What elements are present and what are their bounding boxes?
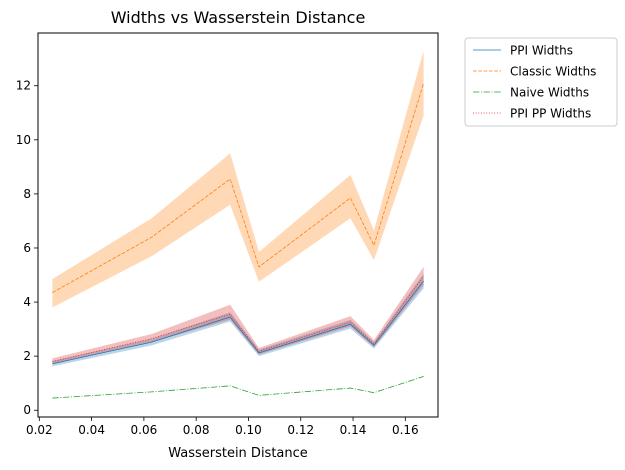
ppi-pp-widths-band <box>52 266 424 365</box>
x-tick-label: 0.16 <box>392 423 419 437</box>
y-tick-label: 8 <box>23 187 31 201</box>
x-tick-label: 0.02 <box>26 423 53 437</box>
y-tick-label: 0 <box>23 403 31 417</box>
legend: PPI Widths Classic Widths Naive Widths PPI … <box>464 37 618 127</box>
legend-label-classic-widths: Classic Widths <box>510 65 596 79</box>
x-axis-label: Wasserstein Distance <box>168 446 308 461</box>
legend-frame <box>464 37 618 127</box>
x-tick-label: 0.04 <box>78 423 105 437</box>
legend-label-ppi-widths: PPI Widths <box>510 44 573 58</box>
ppi-pp-widths-line <box>52 276 424 362</box>
naive-widths-line <box>52 376 424 399</box>
plot-frame <box>37 32 439 418</box>
y-tick-label: 10 <box>16 133 31 147</box>
x-tick-label: 0.14 <box>340 423 367 437</box>
legend-label-ppi-pp-widths: PPI PP Widths <box>510 107 591 121</box>
series-lines <box>52 82 425 399</box>
ppi-widths-line <box>52 280 424 365</box>
classic-widths-band <box>52 50 424 308</box>
y-tick-label: 6 <box>23 241 31 255</box>
y-tick-label: 2 <box>23 349 31 363</box>
y-axis-ticks: 0 2 4 6 8 10 12 <box>16 79 38 417</box>
legend-label-naive-widths: Naive Widths <box>510 86 589 100</box>
chart-title: Widths vs Wasserstein Distance <box>111 8 366 27</box>
x-tick-label: 0.06 <box>131 423 158 437</box>
classic-widths-line <box>52 82 425 293</box>
x-axis-ticks: 0.02 0.04 0.06 0.08 0.10 0.12 0.14 0.16 <box>26 417 419 437</box>
confidence-bands <box>52 50 424 367</box>
y-tick-label: 4 <box>23 295 31 309</box>
y-tick-label: 12 <box>16 79 31 93</box>
x-tick-label: 0.10 <box>235 423 262 437</box>
x-tick-label: 0.12 <box>287 423 314 437</box>
x-tick-label: 0.08 <box>183 423 210 437</box>
